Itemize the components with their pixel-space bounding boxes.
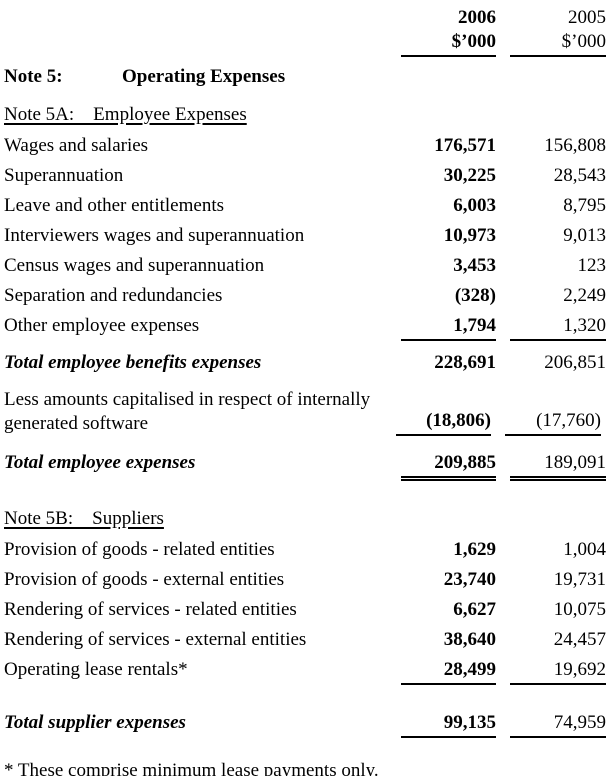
- row-label: Interviewers wages and superannuation: [4, 225, 305, 246]
- value-2006: 30,225: [443, 165, 496, 186]
- table-row: Other employee expenses 1,794 1,320: [4, 311, 606, 344]
- value-2006: 1,794: [401, 314, 496, 341]
- section-a-heading-row: Note 5A: Employee Expenses: [4, 103, 606, 127]
- row-label: Other employee expenses: [4, 315, 200, 336]
- unit-2006-header: $’000: [401, 30, 496, 57]
- value-2006: 38,640: [443, 629, 496, 650]
- value-2006: 1,629: [453, 539, 496, 560]
- value-2006: 6,627: [453, 599, 496, 620]
- row-label: Census wages and superannuation: [4, 255, 265, 276]
- employee-expenses-table: Wages and salaries 176,571 156,808 Super…: [4, 131, 606, 344]
- row-label: Leave and other entitlements: [4, 195, 224, 216]
- lease-footnote: * These comprise minimum lease payments …: [4, 760, 379, 776]
- column-header-years: 2006 2005: [4, 6, 606, 30]
- supplier-expenses-table: Provision of goods - related entities 1,…: [4, 535, 606, 688]
- unit-2005-header: $’000: [510, 30, 606, 57]
- value-2005: 2,249: [563, 285, 606, 306]
- row-label: Less amounts capitalised in respect of i…: [4, 389, 371, 434]
- value-2005: 206,851: [544, 352, 606, 373]
- note-title-row: Note 5: Operating Expenses: [4, 65, 606, 89]
- value-2006: 28,499: [401, 658, 496, 685]
- value-2006: 10,973: [443, 225, 496, 246]
- value-2005: 123: [577, 255, 607, 276]
- value-2006: (18,806): [396, 409, 491, 436]
- value-2005: 10,075: [553, 599, 606, 620]
- value-2006: 99,135: [401, 711, 496, 738]
- value-2005: 189,091: [510, 451, 606, 481]
- year-2005-header: 2005: [568, 7, 606, 28]
- value-2006: 176,571: [434, 135, 496, 156]
- row-label: Separation and redundancies: [4, 285, 223, 306]
- value-2005: 8,795: [563, 195, 606, 216]
- value-2005: 1,004: [563, 539, 606, 560]
- table-row: Wages and salaries 176,571 156,808: [4, 131, 606, 161]
- value-2005: 28,543: [553, 165, 606, 186]
- row-label: Superannuation: [4, 165, 124, 186]
- value-2005: 1,320: [510, 314, 606, 341]
- total-label: Total supplier expenses: [4, 712, 186, 733]
- value-2005: (17,760): [505, 409, 601, 436]
- total-label: Total employee expenses: [4, 452, 196, 473]
- total-label: Total employee benefits expenses: [4, 352, 262, 373]
- row-label: Provision of goods - related entities: [4, 539, 275, 560]
- row-label: Rendering of services - related entities: [4, 599, 297, 620]
- value-2006: 6,003: [453, 195, 496, 216]
- note-title: Operating Expenses: [122, 66, 286, 87]
- table-row: Leave and other entitlements 6,003 8,795: [4, 191, 606, 221]
- table-row: Rendering of services - related entities…: [4, 595, 606, 625]
- section-b-heading: Note 5B: Suppliers: [4, 508, 164, 529]
- value-2005: 19,731: [553, 569, 606, 590]
- year-2006-header: 2006: [458, 7, 496, 28]
- value-2006: 228,691: [434, 352, 496, 373]
- value-2006: (328): [454, 285, 496, 306]
- total-supplier-expenses-row: Total supplier expenses 99,135 74,959: [4, 708, 606, 741]
- value-2005: 24,457: [553, 629, 606, 650]
- value-2005: 9,013: [563, 225, 606, 246]
- row-label: Operating lease rentals*: [4, 659, 188, 680]
- value-2005: 74,959: [510, 711, 606, 738]
- row-label: Wages and salaries: [4, 135, 149, 156]
- table-row: Census wages and superannuation 3,453 12…: [4, 251, 606, 281]
- table-row: Rendering of services - external entitie…: [4, 625, 606, 655]
- table-row: Provision of goods - external entities 2…: [4, 565, 606, 595]
- less-capitalised-row: Less amounts capitalised in respect of i…: [4, 388, 606, 438]
- value-2005: 19,692: [510, 658, 606, 685]
- row-label: Provision of goods - external entities: [4, 569, 285, 590]
- table-row: Superannuation 30,225 28,543: [4, 161, 606, 191]
- table-row: Separation and redundancies (328) 2,249: [4, 281, 606, 311]
- total-employee-benefits-row: Total employee benefits expenses 228,691…: [4, 348, 606, 378]
- value-2006: 23,740: [443, 569, 496, 590]
- row-label: Rendering of services - external entitie…: [4, 629, 307, 650]
- column-header-units: $’000 $’000: [4, 30, 606, 57]
- note-number: Note 5:: [4, 66, 63, 87]
- section-b-heading-row: Note 5B: Suppliers: [4, 507, 606, 531]
- table-row: Interviewers wages and superannuation 10…: [4, 221, 606, 251]
- table-row: Provision of goods - related entities 1,…: [4, 535, 606, 565]
- value-2006: 3,453: [453, 255, 496, 276]
- table-row: Operating lease rentals* 28,499 19,692: [4, 655, 606, 688]
- total-employee-expenses-row: Total employee expenses 209,885 189,091: [4, 448, 606, 481]
- value-2005: 156,808: [544, 135, 606, 156]
- section-a-heading: Note 5A: Employee Expenses: [4, 104, 247, 125]
- value-2006: 209,885: [401, 451, 496, 481]
